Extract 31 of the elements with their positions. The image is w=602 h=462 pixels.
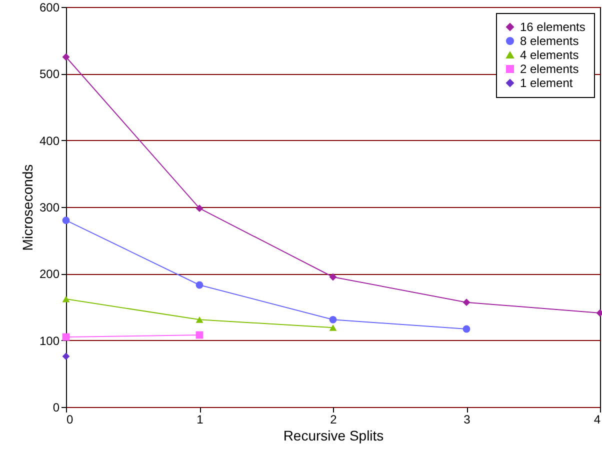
y-tick-label: 0: [52, 400, 60, 414]
point: [329, 273, 337, 281]
x-tick-label: 0: [66, 412, 74, 426]
legend-label: 1 element: [520, 76, 574, 90]
y-tick-label: 300: [39, 200, 60, 214]
point: [329, 316, 337, 324]
x-tick-label: 1: [196, 412, 204, 426]
point: [329, 324, 337, 331]
x-tick-label: 2: [330, 412, 338, 426]
point: [62, 352, 70, 360]
y-tick-label: 500: [39, 67, 60, 82]
point: [196, 281, 204, 289]
x-tick-label: 4: [594, 412, 601, 426]
legend-label: 8 elements: [520, 34, 579, 48]
point: [62, 53, 70, 61]
legend-label: 16 elements: [520, 20, 586, 34]
x-tick-label: 3: [464, 412, 471, 426]
point: [462, 298, 470, 306]
point: [62, 296, 70, 302]
legend-label: 4 elements: [520, 48, 579, 62]
y-axis-title: Microseconds: [19, 164, 36, 251]
x-axis-title: Recursive Splits: [283, 428, 384, 444]
legend-label: 2 elements: [520, 62, 579, 76]
point: [62, 216, 70, 224]
y-tick-label: 200: [39, 267, 60, 282]
y-tick-label: 400: [39, 134, 60, 148]
point: [462, 325, 470, 333]
point: [196, 316, 204, 323]
point: [196, 204, 204, 212]
y-tick-label: 600: [39, 0, 60, 14]
y-tick-label: 100: [39, 334, 60, 348]
